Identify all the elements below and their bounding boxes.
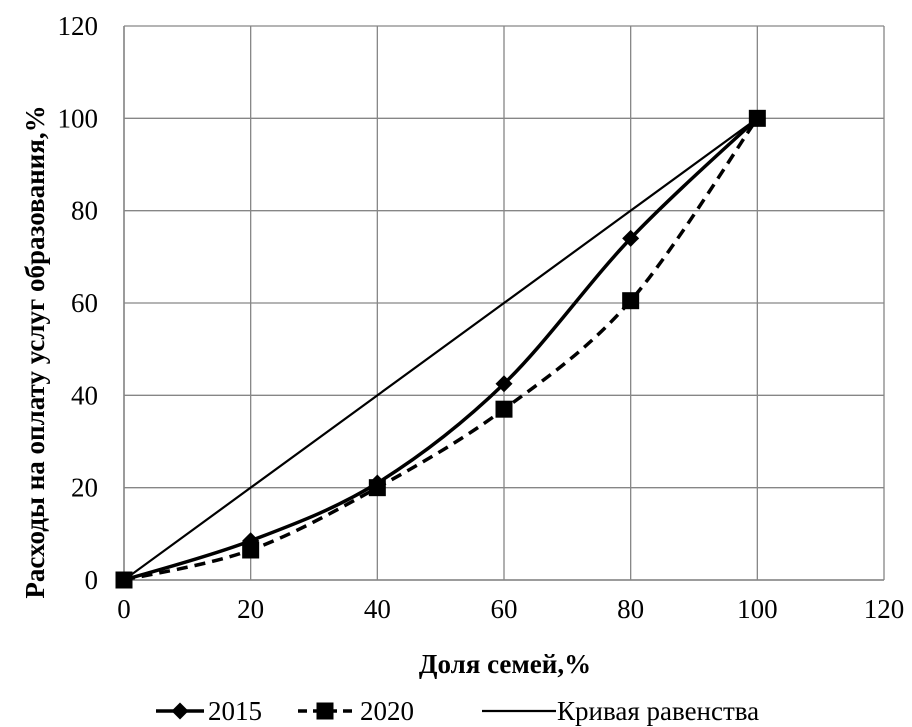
- y-tick-label: 80: [71, 196, 98, 226]
- y-tick-label: 120: [58, 11, 99, 41]
- x-axis-title: Доля семей,%: [419, 649, 591, 679]
- series-2020-point: [242, 541, 260, 559]
- legend-label: 2020: [360, 696, 414, 726]
- series: [115, 109, 766, 589]
- axes: [123, 26, 884, 581]
- series-2020-point: [748, 109, 766, 127]
- series-2015-point: [495, 375, 513, 393]
- series-2020: [115, 109, 766, 589]
- y-tick-label: 0: [85, 565, 99, 595]
- legend-label: 2015: [208, 696, 262, 726]
- y-axis-title: Расходы на оплату услуг образования,%: [20, 105, 50, 598]
- x-tick-label: 100: [737, 594, 778, 624]
- series-equality-line: [123, 117, 758, 581]
- legend-item: Кривая равенства: [482, 696, 759, 726]
- legend: 2015 2020 Кривая равенства: [156, 696, 759, 726]
- series-equality: [123, 117, 758, 581]
- legend-swatch-marker: [316, 702, 334, 720]
- series-2020-point: [495, 400, 513, 418]
- series-2020-point: [368, 479, 386, 497]
- x-tick-label: 0: [117, 594, 131, 624]
- legend-item: 2015: [156, 696, 262, 726]
- x-tick-label: 80: [617, 594, 644, 624]
- series-2020-point: [622, 292, 640, 310]
- series-2020-line: [123, 117, 759, 582]
- legend-label: Кривая равенства: [557, 696, 759, 726]
- series-2015-point: [622, 229, 640, 247]
- y-tick-label: 20: [71, 473, 98, 503]
- y-tick-label: 40: [71, 380, 98, 410]
- x-tick-label: 60: [491, 594, 518, 624]
- y-tick-label: 100: [58, 103, 99, 133]
- legend-swatch-marker: [171, 702, 189, 720]
- x-tick-label: 40: [364, 594, 391, 624]
- x-tick-label: 120: [864, 594, 905, 624]
- tick-labels: 0 20 40 60 80 100 120 0 20 40 60 80 100 120: [58, 11, 905, 624]
- legend-item: 2020: [298, 696, 414, 726]
- series-2020-point: [115, 571, 133, 589]
- x-tick-label: 20: [237, 594, 264, 624]
- y-tick-label: 60: [71, 288, 98, 318]
